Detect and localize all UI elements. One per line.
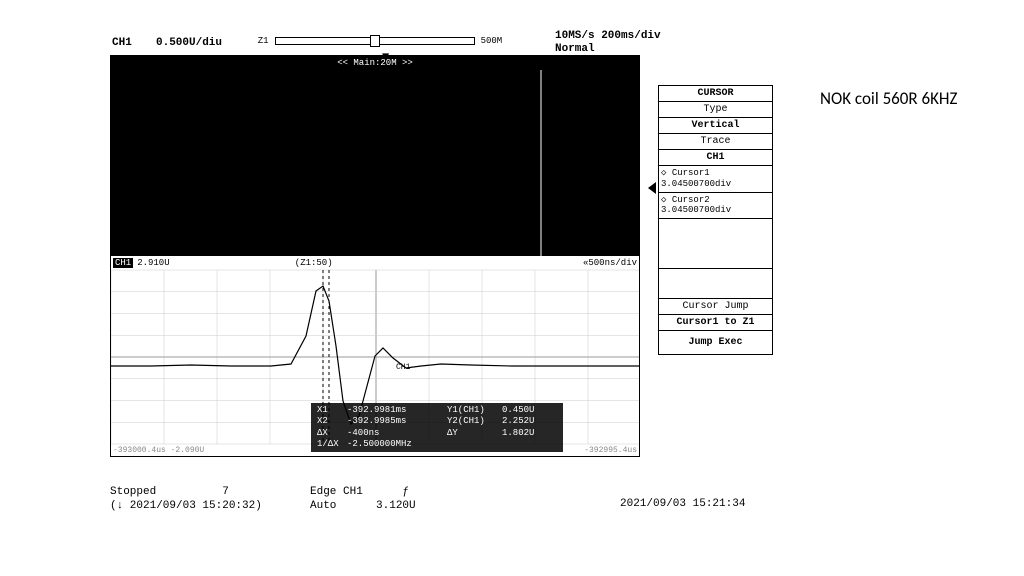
lower-left-corner: -393000.4us -2.090U — [113, 446, 204, 455]
panel-trace-label: Trace — [659, 134, 772, 150]
panel-type-label: Type — [659, 102, 772, 118]
trigger-marker-icon: ▼ — [382, 50, 389, 64]
zoom-label: (Z1:50) — [295, 258, 333, 268]
panel-jump-value[interactable]: Cursor1 to Z1 — [659, 315, 772, 331]
timestamp-current: 2021/09/03 15:21:34 — [620, 498, 745, 510]
status-state: Stopped — [110, 486, 156, 498]
lower-tdiv: «500ns/div — [583, 258, 637, 268]
panel-spacer-2 — [659, 269, 772, 299]
status-row: Stopped 7 (↓ 2021/09/03 15:20:32) Edge C… — [110, 485, 650, 514]
cursor-panel: CURSOR Type Vertical Trace CH1 Cursor1 3… — [658, 85, 773, 355]
scope-frame: CH1 0.500U/diu CH1 2.910U << Main:20M >>… — [110, 30, 650, 530]
lower-header: CH1 2.910U (Z1:50) «500ns/div — [111, 256, 639, 270]
lower-ch-value: 2.910U — [137, 258, 169, 268]
vdiv-label: 0.500U/diu — [156, 37, 222, 49]
panel-cursor2[interactable]: Cursor2 3.04500700div — [659, 193, 772, 220]
edge-label: Edge CH1 — [310, 486, 363, 498]
panel-indicator-icon — [648, 182, 656, 194]
edge-mode: Auto — [310, 500, 336, 512]
rate-block: 10MS/s 200ms/div Normal — [555, 30, 661, 56]
rate-line1: 10MS/s 200ms/div — [555, 30, 661, 43]
lower-right-corner: -392995.4us — [584, 446, 637, 455]
panel-jump-label: Cursor Jump — [659, 299, 772, 315]
panel-cursor1[interactable]: Cursor1 3.04500700div — [659, 166, 772, 193]
measurement-block: X1-392.9981msY1(CH1)0.450UX2-392.9985msY… — [311, 403, 563, 452]
panel-title: CURSOR — [659, 86, 772, 102]
trig-level: 3.120U — [376, 500, 416, 512]
status-count: 7 — [222, 486, 229, 498]
jump-exec-button[interactable]: Jump Exec — [659, 331, 772, 354]
rate-line2: Normal — [555, 43, 661, 56]
annotation-text: NOK coil 560R 6KHZ — [820, 88, 958, 109]
plot-box: CH1 2.910U << Main:20M >> CH1 2.910U (Z1… — [110, 55, 640, 457]
panel-spacer — [659, 219, 772, 269]
upper-wave — [111, 56, 639, 256]
panel-trace-value[interactable]: CH1 — [659, 150, 772, 166]
upper-plot: CH1 2.910U << Main:20M >> — [111, 56, 639, 256]
lower-plot: CH1 2.910U (Z1:50) «500ns/div CH1 -39300… — [111, 256, 639, 456]
lower-ch-label: CH1 — [113, 258, 133, 268]
upper-header: << Main:20M >> — [111, 56, 639, 70]
channel-label: CH1 — [112, 37, 152, 49]
trig-symbol: ƒ — [402, 486, 409, 498]
svg-text:CH1: CH1 — [396, 363, 411, 372]
status-saved-ts: (↓ 2021/09/03 15:20:32) — [110, 499, 310, 513]
panel-type-value[interactable]: Vertical — [659, 118, 772, 134]
